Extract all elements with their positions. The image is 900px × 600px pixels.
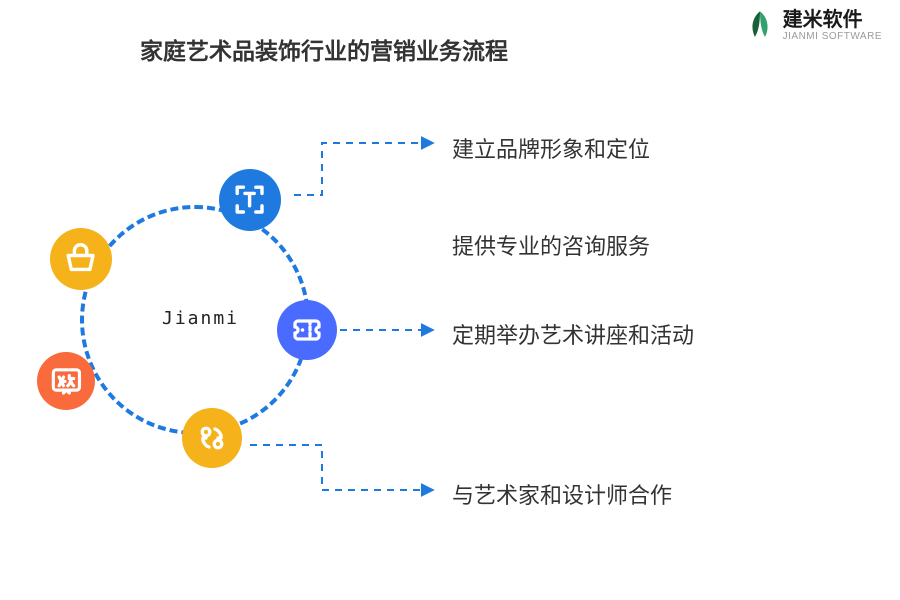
text-frame-icon [231, 181, 268, 218]
connector-2 [250, 445, 432, 490]
translate-icon [49, 364, 84, 399]
step-label-0: 建立品牌形象和定位 [452, 132, 650, 164]
process-node-n2 [50, 228, 112, 290]
basket-icon [62, 240, 99, 277]
connectors-layer [0, 0, 900, 600]
process-node-n4 [182, 408, 242, 468]
step-label-3: 与艺术家和设计师合作 [452, 478, 672, 510]
process-node-n1 [219, 169, 281, 231]
step-label-1: 提供专业的咨询服务 [452, 229, 650, 261]
step-label-2: 定期举办艺术讲座和活动 [452, 318, 694, 350]
swap-icon [194, 420, 230, 456]
connector-0 [294, 143, 432, 195]
process-node-n3 [37, 352, 95, 410]
process-node-n5 [277, 300, 337, 360]
ticket-icon [289, 312, 325, 348]
